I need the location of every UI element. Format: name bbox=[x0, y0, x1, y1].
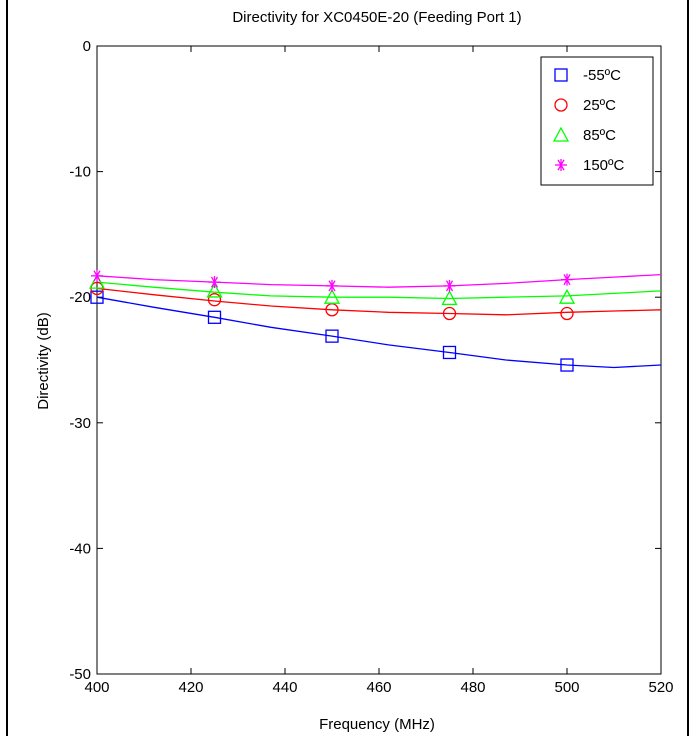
series-3-point-2 bbox=[326, 279, 338, 292]
legend-label-0: -55ºC bbox=[583, 67, 621, 84]
legend-label-3: 150ºC bbox=[583, 157, 625, 174]
figure-frame: Directivity for XC0450E-20 (Feeding Port… bbox=[6, 0, 689, 736]
y-tick-label: -50 bbox=[69, 666, 91, 683]
series-3-point-3 bbox=[443, 279, 456, 292]
x-tick-label: 440 bbox=[272, 679, 297, 696]
series-0-point-3 bbox=[442, 345, 457, 360]
chart-title: Directivity for XC0450E-20 (Feeding Port… bbox=[232, 9, 521, 26]
series-line-1 bbox=[96, 287, 662, 316]
series-2-point-2 bbox=[323, 288, 341, 304]
y-tick-label: -10 bbox=[69, 164, 91, 181]
x-tick-label: 500 bbox=[554, 679, 579, 696]
series-1-point-3 bbox=[442, 306, 457, 321]
series-0-point-1 bbox=[207, 310, 222, 324]
legend: -55ºC 25ºC 85ºC 150ºC bbox=[540, 56, 654, 186]
series-3-point-0 bbox=[91, 269, 103, 282]
legend-label-1: 25ºC bbox=[583, 97, 616, 114]
y-tick-label: 0 bbox=[83, 38, 91, 55]
legend-label-2: 85ºC bbox=[583, 127, 616, 144]
x-tick-label: 480 bbox=[460, 679, 485, 696]
series-1-point-4 bbox=[560, 306, 574, 321]
x-axis-label: Frequency (MHz) bbox=[319, 716, 435, 733]
y-axis-label: Directivity (dB) bbox=[35, 312, 52, 410]
y-tick-label: -30 bbox=[69, 415, 91, 432]
x-tick-label: 520 bbox=[648, 679, 673, 696]
x-tick-label: 460 bbox=[366, 679, 391, 696]
y-tick-label: -40 bbox=[69, 540, 91, 557]
series-line-2 bbox=[96, 281, 662, 300]
legend-marker-1 bbox=[554, 98, 568, 112]
series-3-point-1 bbox=[208, 276, 221, 289]
x-tick-label: 400 bbox=[84, 679, 109, 696]
directivity-chart: Directivity for XC0450E-20 (Feeding Port… bbox=[35, 9, 674, 733]
series-0-point-0 bbox=[90, 290, 104, 304]
series-2-point-4 bbox=[558, 288, 576, 304]
legend-marker-2 bbox=[552, 126, 570, 142]
series-2-point-3 bbox=[441, 290, 458, 306]
y-tick-label: -20 bbox=[69, 289, 91, 306]
x-tick-label: 420 bbox=[178, 679, 203, 696]
series-0-point-2 bbox=[325, 329, 339, 343]
series-line-0 bbox=[96, 296, 662, 369]
series-line-3 bbox=[96, 273, 662, 288]
series-3-point-4 bbox=[561, 273, 573, 286]
series-markers bbox=[88, 269, 576, 372]
series-2-point-0 bbox=[88, 273, 106, 289]
legend-marker-0 bbox=[554, 68, 568, 82]
y-tick-labels: 0 -10 -20 -30 -40 -50 bbox=[69, 38, 91, 683]
series-lines bbox=[96, 273, 662, 369]
series-2-point-1 bbox=[206, 282, 223, 298]
series-1-point-1 bbox=[207, 293, 222, 307]
legend-marker-3 bbox=[555, 159, 567, 171]
x-tick-labels: 400 420 440 460 480 500 520 bbox=[84, 679, 673, 696]
series-0-point-4 bbox=[560, 358, 574, 372]
